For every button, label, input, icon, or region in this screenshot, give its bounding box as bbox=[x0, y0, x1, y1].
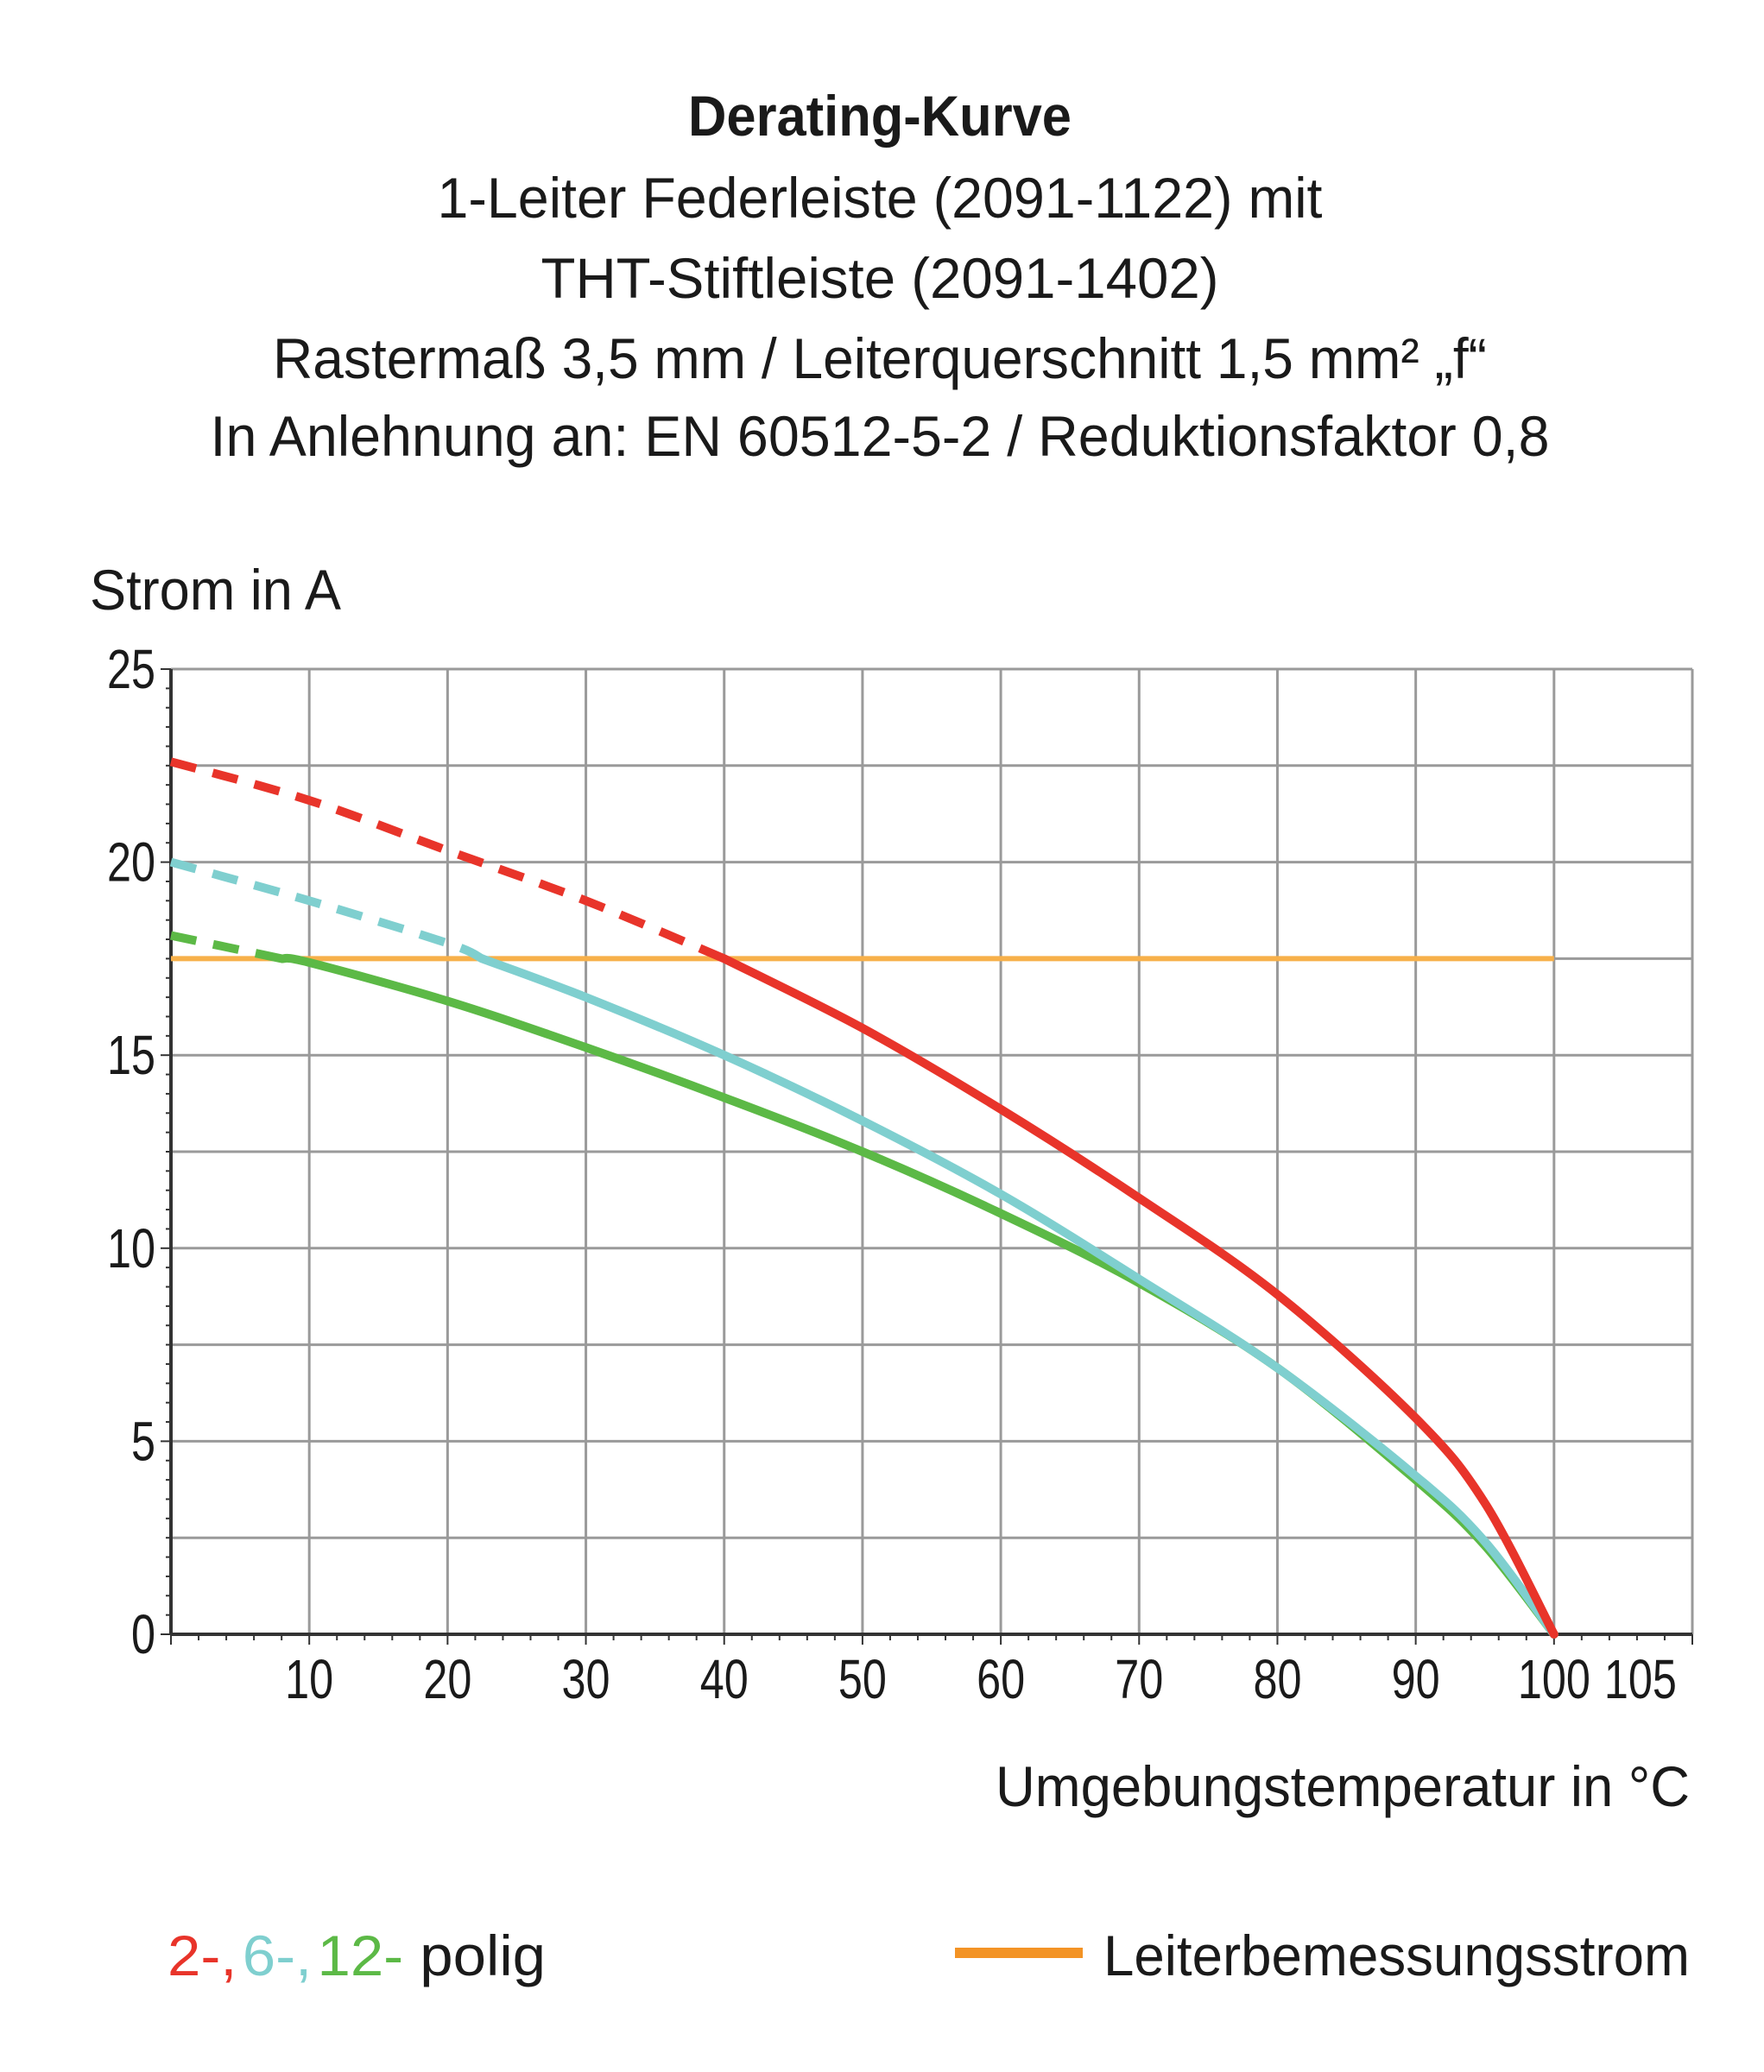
legend-poles: 2-, 6-, 12- polig bbox=[168, 1924, 546, 1987]
x-tick-label: 105 bbox=[1604, 1648, 1677, 1710]
x-tick-label: 30 bbox=[562, 1648, 610, 1710]
chart-subtitle-4: In Anlehnung an: EN 60512-5-2 / Reduktio… bbox=[211, 404, 1550, 468]
x-tick-label: 100 bbox=[1518, 1648, 1590, 1710]
y-tick-label: 0 bbox=[131, 1603, 155, 1665]
y-tick-label: 15 bbox=[107, 1024, 155, 1086]
x-tick-label: 80 bbox=[1253, 1648, 1301, 1710]
legend-rated-current-label: Leiterbemessungsstrom bbox=[1103, 1924, 1690, 1987]
x-tick-label: 70 bbox=[1115, 1648, 1163, 1710]
x-axis-label: Umgebungstemperatur in °C bbox=[996, 1754, 1690, 1818]
x-tick-label: 90 bbox=[1392, 1648, 1440, 1710]
chart-subtitle-1: 1-Leiter Federleiste (2091-1122) mit bbox=[438, 166, 1323, 230]
y-axis-label: Strom in A bbox=[90, 558, 341, 622]
chart-title: Derating-Kurve bbox=[688, 84, 1072, 148]
series-line-extrapolated bbox=[169, 931, 283, 963]
legend-6-pole: 6-, bbox=[243, 1924, 312, 1987]
series-line bbox=[719, 954, 1559, 1639]
legend: 2-, 6-, 12- polig Leiterbemessungsstrom bbox=[168, 1924, 1690, 1987]
chart-subtitle-2: THT-Stiftleiste (2091-1402) bbox=[541, 246, 1219, 310]
y-tick-label: 5 bbox=[131, 1410, 155, 1472]
chart-subtitle-3: Rastermaß 3,5 mm / Leiterquerschnitt 1,5… bbox=[273, 326, 1487, 390]
series-lines bbox=[169, 757, 1559, 1639]
series-line bbox=[477, 954, 1559, 1639]
y-tick-label: 20 bbox=[107, 831, 155, 894]
legend-polig: polig bbox=[403, 1924, 546, 1987]
x-tick-label: 40 bbox=[700, 1648, 749, 1710]
legend-12-pole: 12- bbox=[317, 1924, 403, 1987]
x-tick-label: 50 bbox=[838, 1648, 887, 1710]
legend-2-pole: 2-, bbox=[168, 1924, 237, 1987]
series-line-extrapolated bbox=[169, 857, 484, 963]
y-tick-label: 25 bbox=[107, 638, 155, 700]
y-tick-label: 10 bbox=[107, 1217, 155, 1279]
x-tick-label: 20 bbox=[423, 1648, 471, 1710]
x-tick-label: 10 bbox=[285, 1648, 333, 1710]
x-tick-label: 60 bbox=[977, 1648, 1025, 1710]
series-line-extrapolated bbox=[169, 757, 726, 963]
title-block: Derating-Kurve 1-Leiter Federleiste (209… bbox=[211, 84, 1550, 468]
tick-labels: 0 5 10 15 20 25 10 20 30 40 50 60 70 80 90 100 105 bbox=[107, 638, 1677, 1710]
